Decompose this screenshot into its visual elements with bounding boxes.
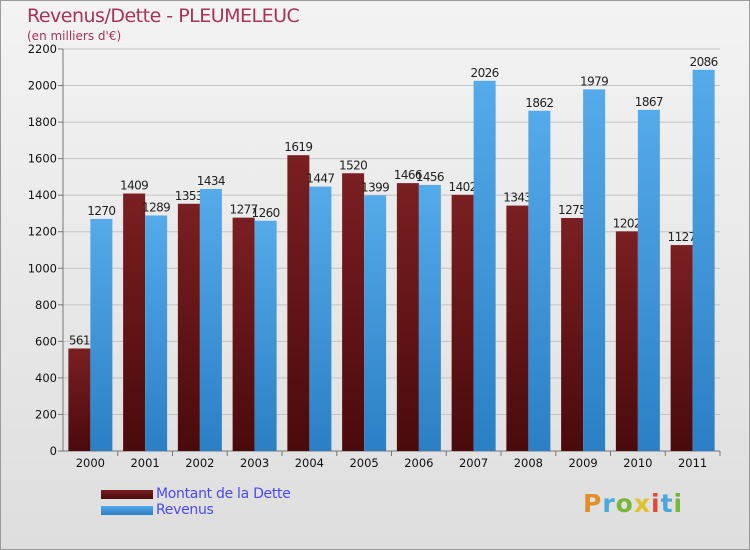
x-tick-label: 2007 [459, 456, 488, 470]
bar-revenue-2008 [528, 110, 551, 452]
bar-revenue-2009 [583, 89, 606, 452]
legend-label-revenue: Revenus [156, 502, 214, 518]
logo-letter: o [615, 489, 634, 518]
data-label-revenue-2008: 1862 [525, 96, 553, 110]
logo-letter: i [651, 489, 661, 518]
y-tick-label: 1800 [28, 115, 57, 129]
bar-revenue-2000 [90, 218, 113, 451]
data-label-revenue-2007: 2026 [471, 66, 499, 80]
x-tick-label: 2002 [185, 456, 214, 470]
legend-label-debt: Montant de la Dette [156, 486, 291, 502]
chart-title: Revenus/Dette - PLEUMELEUC [27, 5, 300, 27]
bar-debt-2002 [177, 203, 200, 451]
data-label-revenue-2005: 1399 [361, 180, 389, 194]
logo-letter: i [673, 489, 684, 518]
bar-debt-2007 [451, 194, 474, 452]
y-tick-label: 1600 [28, 152, 57, 166]
x-tick-label: 2009 [568, 456, 597, 470]
bar-revenue-2007 [473, 80, 496, 451]
proxiti-logo: Proxiti [583, 489, 683, 518]
bar-revenue-2010 [637, 109, 660, 452]
data-label-revenue-2002: 1434 [197, 174, 225, 188]
bar-debt-2004 [287, 155, 310, 451]
data-label-revenue-2006: 1456 [416, 170, 444, 184]
logo-letter: r [602, 489, 616, 518]
x-tick-label: 2008 [514, 456, 543, 470]
data-label-revenue-2010: 1867 [635, 95, 663, 109]
logo-letter: P [583, 489, 603, 518]
data-label-debt-2004: 1619 [284, 140, 312, 154]
x-tick-label: 2001 [130, 456, 159, 470]
x-tick-label: 2005 [349, 456, 378, 470]
bar-revenue-2004 [309, 186, 332, 452]
bar-debt-2003 [232, 217, 255, 451]
data-label-debt-2007: 1402 [449, 180, 477, 194]
legend-swatch-debt [101, 490, 153, 499]
bar-debt-2009 [561, 218, 584, 451]
bar-debt-2011 [670, 245, 693, 451]
y-tick-label: 400 [35, 371, 57, 385]
x-tick-label: 2006 [404, 456, 433, 470]
data-label-debt-2006: 1466 [394, 168, 422, 182]
data-label-revenue-2000: 1270 [87, 204, 115, 218]
x-tick-label: 2010 [623, 456, 652, 470]
x-tick-label: 2011 [678, 456, 707, 470]
bar-revenue-2003 [254, 220, 277, 451]
bar-debt-2008 [506, 205, 529, 451]
bar-revenue-2002 [199, 188, 222, 451]
y-tick-label: 2200 [28, 42, 57, 56]
y-tick-label: 1000 [28, 261, 57, 275]
data-label-revenue-2003: 1260 [252, 206, 280, 220]
data-label-debt-2005: 1520 [339, 158, 367, 172]
x-tick-label: 2004 [295, 456, 324, 470]
data-label-revenue-2009: 1979 [580, 74, 608, 88]
bar-debt-2005 [342, 173, 365, 451]
data-label-debt-2003: 1277 [230, 203, 258, 217]
data-label-revenue-2004: 1447 [306, 172, 334, 186]
data-label-debt-2000: 561 [69, 333, 90, 347]
y-tick-label: 800 [35, 298, 57, 312]
x-tick-label: 2000 [76, 456, 105, 470]
bar-revenue-2005 [364, 195, 387, 451]
bar-debt-2001 [123, 193, 146, 451]
data-label-debt-2011: 1127 [668, 230, 696, 244]
bar-debt-2000 [68, 348, 91, 451]
data-label-revenue-2011: 2086 [690, 55, 718, 69]
data-label-debt-2009: 1275 [558, 203, 586, 217]
y-tick-label: 1200 [28, 225, 57, 239]
data-label-revenue-2001: 1289 [142, 200, 170, 214]
data-label-debt-2008: 1343 [503, 191, 531, 205]
y-tick-label: 1400 [28, 188, 57, 202]
legend-swatch-revenue [101, 506, 153, 515]
y-tick-label: 600 [35, 334, 57, 348]
y-tick-label: 0 [50, 444, 57, 458]
data-label-debt-2002: 1353 [175, 189, 203, 203]
bar-debt-2006 [396, 183, 419, 451]
data-label-debt-2010: 1202 [613, 216, 641, 230]
data-label-debt-2001: 1409 [120, 179, 148, 193]
x-tick-label: 2003 [240, 456, 269, 470]
logo-letter: x [633, 489, 651, 518]
bar-debt-2010 [615, 231, 638, 451]
y-tick-label: 2000 [28, 79, 57, 93]
bar-revenue-2011 [692, 69, 715, 452]
bar-revenue-2006 [418, 184, 441, 451]
chart-subtitle: (en milliers d'€) [27, 29, 122, 43]
y-tick-label: 200 [35, 407, 57, 421]
logo-letter: t [660, 489, 674, 518]
bar-revenue-2001 [145, 215, 168, 451]
